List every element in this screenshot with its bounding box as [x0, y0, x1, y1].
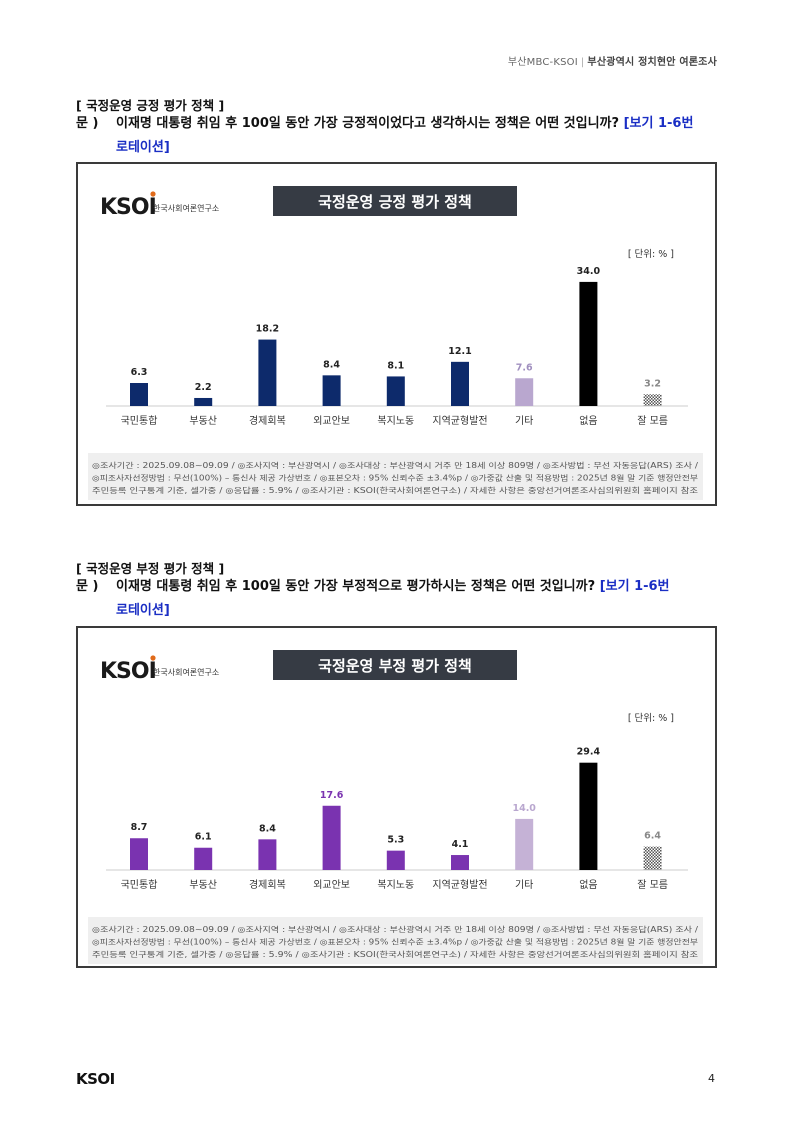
- category-label-2: 경제회복: [249, 878, 286, 891]
- question-note-cont: 로테이션]: [116, 140, 170, 155]
- data-label-8: 3.2: [644, 378, 661, 389]
- data-label-1: 2.2: [195, 382, 212, 393]
- data-label-1: 6.1: [195, 832, 212, 843]
- data-label-0: 6.3: [131, 367, 148, 378]
- bar-3: [322, 375, 341, 406]
- question-note: [보기 1-6번: [623, 116, 694, 131]
- chart-positive: KSOI 한국사회여론연구소 국정운영 긍정 평가 정책 [ 단위: % ] 6.3 국민…: [76, 162, 717, 506]
- category-label-4: 복지노동: [377, 879, 414, 891]
- data-label-2: 8.4: [259, 823, 276, 834]
- footer-logo: KSOI: [76, 1070, 115, 1088]
- bar-5: [451, 361, 469, 406]
- note-line-0: ◎조사기간 : 2025.09.08~09.09 / ◎조사지역 : 부산광역시…: [92, 924, 699, 934]
- category-label-0: 국민통합: [121, 879, 158, 891]
- category-label-5: 지역균형발전: [432, 879, 487, 891]
- chart-title-bg: [273, 186, 517, 216]
- section-title-negative: [ 국정운영 부정 평가 정책 ]: [76, 561, 225, 576]
- data-label-2: 18.2: [256, 324, 279, 335]
- page-number: 4: [708, 1072, 715, 1085]
- data-label-7: 34.0: [577, 266, 601, 277]
- question-prefix: 문 ): [76, 116, 99, 131]
- note-line-1: ◎피조사자선정방법 : 무선(100%) – 통신사 제공 가상번호 / ◎표본…: [92, 937, 698, 947]
- data-label-4: 5.3: [387, 835, 404, 846]
- chart-title: 국정운영 부정 평가 정책: [318, 657, 472, 675]
- chart-title-bg: [273, 650, 517, 680]
- data-label-8: 6.4: [644, 831, 661, 842]
- header-left: 부산MBC-KSOI: [507, 57, 578, 68]
- category-label-7: 없음: [579, 414, 597, 427]
- bar-8: [643, 394, 662, 406]
- note-line-2: 주민등록 인구통계 기준, 셀가중 / ◎응답률 : 5.9% / ◎조사기관 …: [92, 949, 698, 959]
- category-label-6: 기타: [515, 879, 533, 891]
- data-label-4: 8.1: [387, 360, 404, 371]
- note-line-0: ◎조사기간 : 2025.09.08~09.09 / ◎조사지역 : 부산광역시…: [92, 460, 699, 470]
- bar-7: [579, 281, 598, 406]
- notes-bg: [88, 917, 703, 964]
- bar-6: [515, 818, 534, 870]
- data-label-7: 29.4: [577, 747, 601, 758]
- question-negative: 문 ) 이재명 대통령 취임 후 100일 동안 가장 부정적으로 평가하시는 정…: [76, 575, 716, 623]
- bar-0: [130, 383, 148, 406]
- data-label-6: 7.6: [516, 362, 533, 373]
- category-label-4: 복지노동: [377, 415, 414, 427]
- unit-label: [ 단위: % ]: [628, 248, 674, 260]
- bar-0: [130, 838, 148, 870]
- category-label-8: 잘 모름: [637, 879, 668, 891]
- logo-dot: [150, 655, 156, 661]
- chart-title: 국정운영 긍정 평가 정책: [318, 193, 472, 211]
- question-text: 이재명 대통령 취임 후 100일 동안 가장 부정적으로 평가하시는 정책은 …: [116, 579, 596, 594]
- category-label-7: 없음: [579, 878, 597, 891]
- question-positive: 문 ) 이재명 대통령 취임 후 100일 동안 가장 긍정적이었다고 생각하시는…: [76, 112, 716, 160]
- data-label-5: 12.1: [448, 346, 471, 357]
- page-header: 부산MBC-KSOI | 부산광역시 정치현안 여론조사: [508, 53, 717, 68]
- data-label-0: 8.7: [131, 822, 148, 833]
- bar-6: [515, 378, 534, 406]
- section-title-positive: [ 국정운영 긍정 평가 정책 ]: [76, 98, 225, 113]
- bar-7: [579, 762, 598, 870]
- category-label-1: 부동산: [189, 415, 217, 427]
- category-label-3: 외교안보: [313, 415, 350, 427]
- category-label-2: 경제회복: [249, 414, 286, 427]
- data-label-5: 4.1: [452, 839, 469, 850]
- question-note-cont: 로테이션]: [116, 603, 170, 618]
- bar-8: [643, 846, 662, 870]
- question-prefix: 문 ): [76, 579, 99, 594]
- category-label-0: 국민통합: [121, 415, 158, 427]
- category-label-3: 외교안보: [313, 879, 350, 891]
- data-label-6: 14.0: [512, 803, 536, 814]
- ksoi-logo-org: 한국사회여론연구소: [153, 203, 219, 213]
- logo-dot: [150, 191, 156, 197]
- ksoi-logo-mark: KSOI: [100, 195, 156, 220]
- chart-negative: KSOI 한국사회여론연구소 국정운영 부정 평가 정책 [ 단위: % ] 8.7 국민…: [76, 626, 717, 968]
- bar-4: [386, 376, 405, 406]
- question-text: 이재명 대통령 취임 후 100일 동안 가장 긍정적이었다고 생각하시는 정책…: [116, 116, 620, 131]
- category-label-8: 잘 모름: [637, 415, 668, 427]
- bar-4: [386, 850, 405, 870]
- header-divider: |: [580, 57, 585, 68]
- bar-2: [258, 839, 277, 870]
- category-label-5: 지역균형발전: [432, 415, 487, 427]
- bar-5: [451, 855, 469, 870]
- ksoi-logo-org: 한국사회여론연구소: [153, 667, 219, 677]
- bar-2: [258, 339, 277, 406]
- unit-label: [ 단위: % ]: [628, 712, 674, 724]
- note-line-1: ◎피조사자선정방법 : 무선(100%) – 통신사 제공 가상번호 / ◎표본…: [92, 473, 698, 483]
- bar-3: [322, 805, 341, 870]
- data-label-3: 17.6: [320, 790, 344, 801]
- category-label-1: 부동산: [189, 879, 217, 891]
- header-right: 부산광역시 정치현안 여론조사: [587, 57, 717, 68]
- notes-bg: [88, 453, 703, 500]
- data-label-3: 8.4: [323, 359, 340, 370]
- category-label-6: 기타: [515, 415, 533, 427]
- bar-1: [194, 847, 213, 870]
- note-line-2: 주민등록 인구통계 기준, 셀가중 / ◎응답률 : 5.9% / ◎조사기관 …: [92, 485, 698, 495]
- bar-1: [194, 397, 213, 406]
- question-note: [보기 1-6번: [599, 579, 670, 594]
- ksoi-logo-mark: KSOI: [100, 659, 156, 684]
- footer-logo-text: KSOI: [76, 1070, 115, 1088]
